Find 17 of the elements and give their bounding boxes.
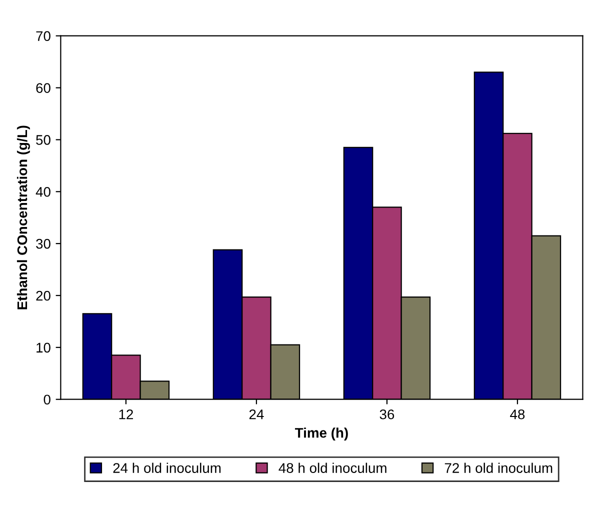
y-tick-label: 40 xyxy=(36,186,50,197)
x-tick-label: 24 xyxy=(249,409,264,420)
y-tick-label: 20 xyxy=(36,290,50,301)
legend-label: 48 h old inoculum xyxy=(278,462,386,473)
y-axis-title: Ethanol COncentration (g/L) xyxy=(16,126,30,310)
legend-label: 24 h old inoculum xyxy=(113,462,221,473)
x-tick-label: 36 xyxy=(380,409,394,420)
y-tick-label: 10 xyxy=(36,342,50,353)
x-tick-label: 12 xyxy=(119,409,133,420)
y-tick-label: 70 xyxy=(36,31,50,42)
y-tick-label: 0 xyxy=(44,394,50,405)
y-tick-label: 30 xyxy=(36,238,50,249)
x-tick-label: 48 xyxy=(510,409,525,420)
legend-label: 72 h old inoculum xyxy=(444,462,552,473)
x-axis-title: Time (h) xyxy=(294,428,348,441)
y-tick-label: 60 xyxy=(36,83,50,93)
y-tick-label: 50 xyxy=(36,135,50,145)
